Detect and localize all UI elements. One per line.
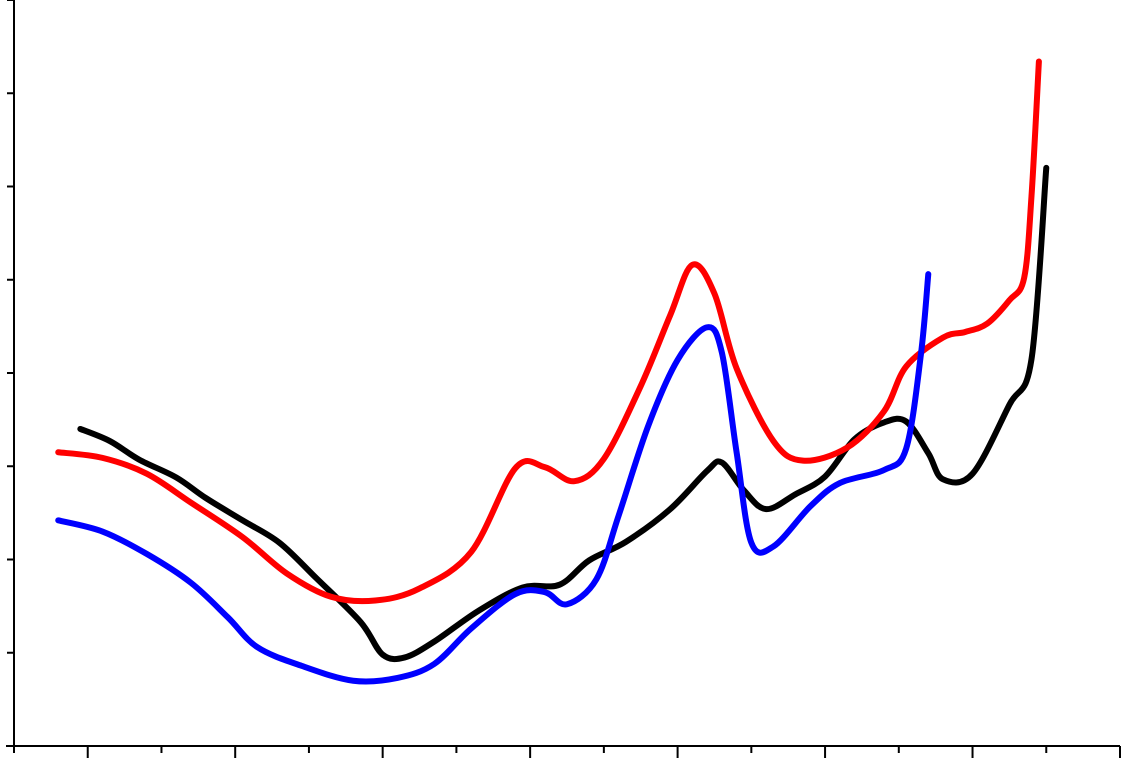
series-line-red bbox=[55, 58, 1042, 605]
y-axis-ticks bbox=[7, 0, 14, 747]
series-layer bbox=[55, 58, 1050, 685]
x-axis-ticks bbox=[13, 746, 1121, 758]
series-line-black bbox=[77, 164, 1050, 663]
series-line-blue bbox=[55, 271, 932, 685]
